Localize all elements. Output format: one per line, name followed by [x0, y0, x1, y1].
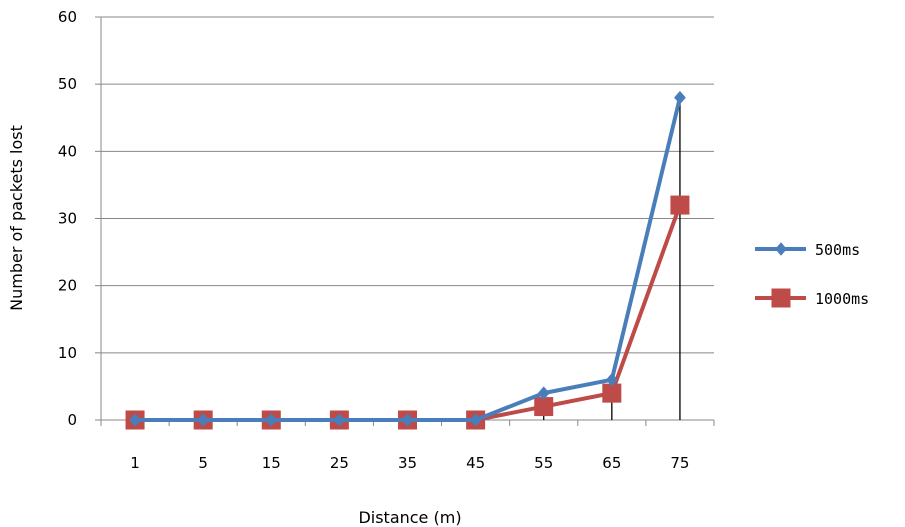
x-tick-labels: 1 5 15 25 35 45 55 65 75 [130, 454, 689, 472]
y-axis-title: Number of packets lost [7, 125, 26, 311]
data-point [674, 90, 686, 105]
y-tick-label: 50 [58, 75, 77, 93]
x-tick-label: 25 [330, 454, 349, 472]
series-line [135, 204, 682, 422]
legend-marker [775, 242, 787, 256]
y-tick-labels: 0 10 20 30 40 50 60 [58, 8, 77, 429]
gridlines [101, 16, 714, 354]
data-point [401, 413, 414, 427]
y-tick-label: 20 [58, 277, 77, 295]
x-tick-label: 5 [198, 454, 208, 472]
legend-label: 500ms [815, 241, 860, 259]
data-point [670, 195, 690, 215]
data-point [469, 413, 482, 427]
x-tick-label: 45 [466, 454, 485, 472]
legend-label: 1000ms [815, 290, 869, 308]
legend: 500ms 1000ms [755, 241, 869, 308]
data-point [602, 383, 622, 403]
x-tick-label: 75 [670, 454, 689, 472]
x-tick-label: 1 [130, 454, 140, 472]
data-point [537, 386, 550, 400]
x-tick-label: 15 [262, 454, 281, 472]
data-point [265, 413, 278, 427]
x-tick-label: 55 [534, 454, 553, 472]
y-tick-label: 60 [58, 8, 77, 26]
legend-marker [771, 288, 791, 308]
x-axis-title: Distance (m) [358, 508, 461, 527]
data-point [534, 397, 554, 417]
y-tick-label: 30 [58, 210, 77, 228]
data-point [333, 413, 346, 427]
x-tick-label: 65 [602, 454, 621, 472]
series-group [125, 90, 690, 430]
series-line [135, 97, 682, 422]
data-point [129, 413, 141, 427]
data-point [197, 413, 210, 427]
data-point [605, 372, 618, 387]
y-tick-label: 40 [58, 142, 77, 160]
y-tick-label: 0 [67, 411, 77, 429]
y-tick-label: 10 [58, 344, 77, 362]
x-tick-label: 35 [398, 454, 417, 472]
